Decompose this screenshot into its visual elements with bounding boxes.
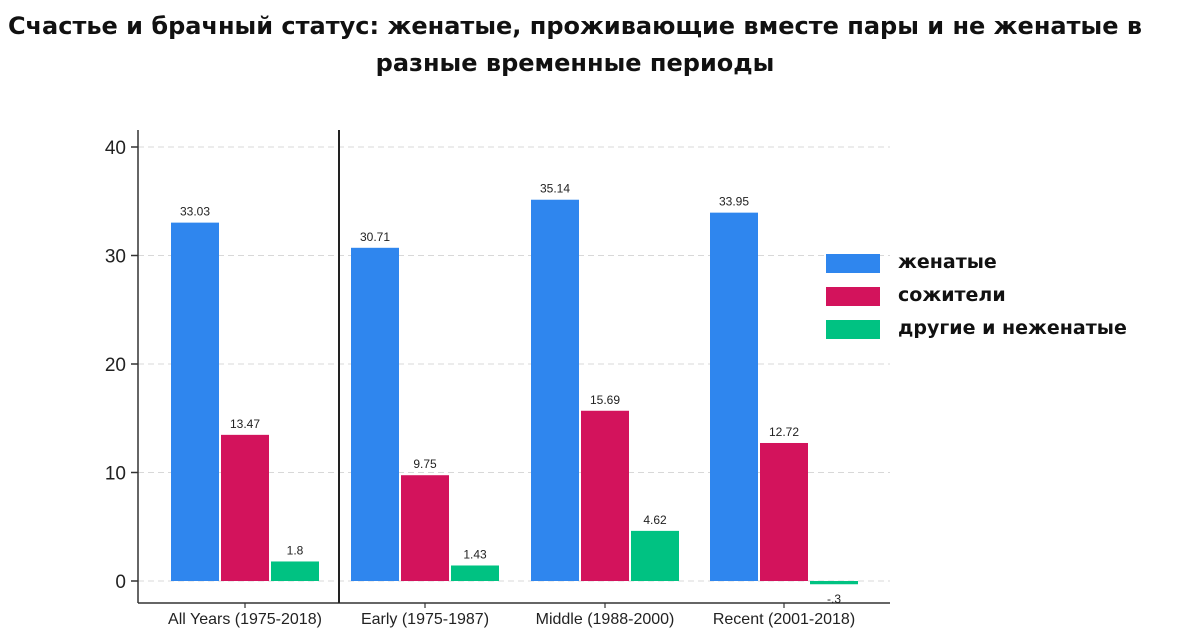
legend-swatch-cohabiting — [826, 287, 880, 306]
bar — [810, 581, 858, 585]
data-label: 33.95 — [719, 195, 749, 209]
chart-title: Счастье и брачный статус: женатые, прожи… — [7, 12, 1143, 77]
bar — [451, 565, 499, 581]
x-tick-label: All Years (1975-2018) — [168, 611, 322, 628]
data-label: 13.47 — [230, 417, 260, 431]
bar — [581, 410, 629, 581]
bar — [171, 222, 219, 581]
data-label: 9.75 — [413, 457, 437, 471]
x-tick-label: Middle (1988-2000) — [536, 611, 675, 628]
y-tick-label: 20 — [105, 355, 126, 376]
data-label: 1.8 — [287, 543, 304, 557]
bar — [631, 530, 679, 581]
y-tick-label: 0 — [115, 572, 126, 593]
y-tick-label: 40 — [105, 138, 126, 159]
data-label: 30.71 — [360, 230, 390, 244]
bar — [351, 247, 399, 581]
data-label: -.3 — [827, 592, 841, 606]
legend-swatch-other — [826, 320, 880, 339]
bar — [221, 434, 269, 581]
bar — [401, 475, 449, 581]
bar — [531, 199, 579, 581]
legend-label-other: другие и неженатые — [898, 317, 1127, 339]
data-label: 33.03 — [180, 205, 210, 219]
data-label: 15.69 — [590, 393, 620, 407]
legend-swatch-married — [826, 254, 880, 273]
x-tick-label: Early (1975-1987) — [361, 611, 489, 628]
y-tick-label: 30 — [105, 247, 126, 268]
bar — [271, 561, 319, 581]
data-label: 35.14 — [540, 182, 570, 196]
legend-label-married: женатые — [898, 251, 997, 273]
y-tick-label: 10 — [105, 464, 126, 485]
data-label: 12.72 — [769, 425, 799, 439]
bar — [760, 442, 808, 581]
data-label: 1.43 — [463, 547, 487, 561]
x-tick-label: Recent (2001-2018) — [713, 611, 855, 628]
bar — [710, 212, 758, 581]
data-label: 4.62 — [643, 513, 667, 527]
legend-label-cohabiting: сожители — [898, 284, 1006, 306]
